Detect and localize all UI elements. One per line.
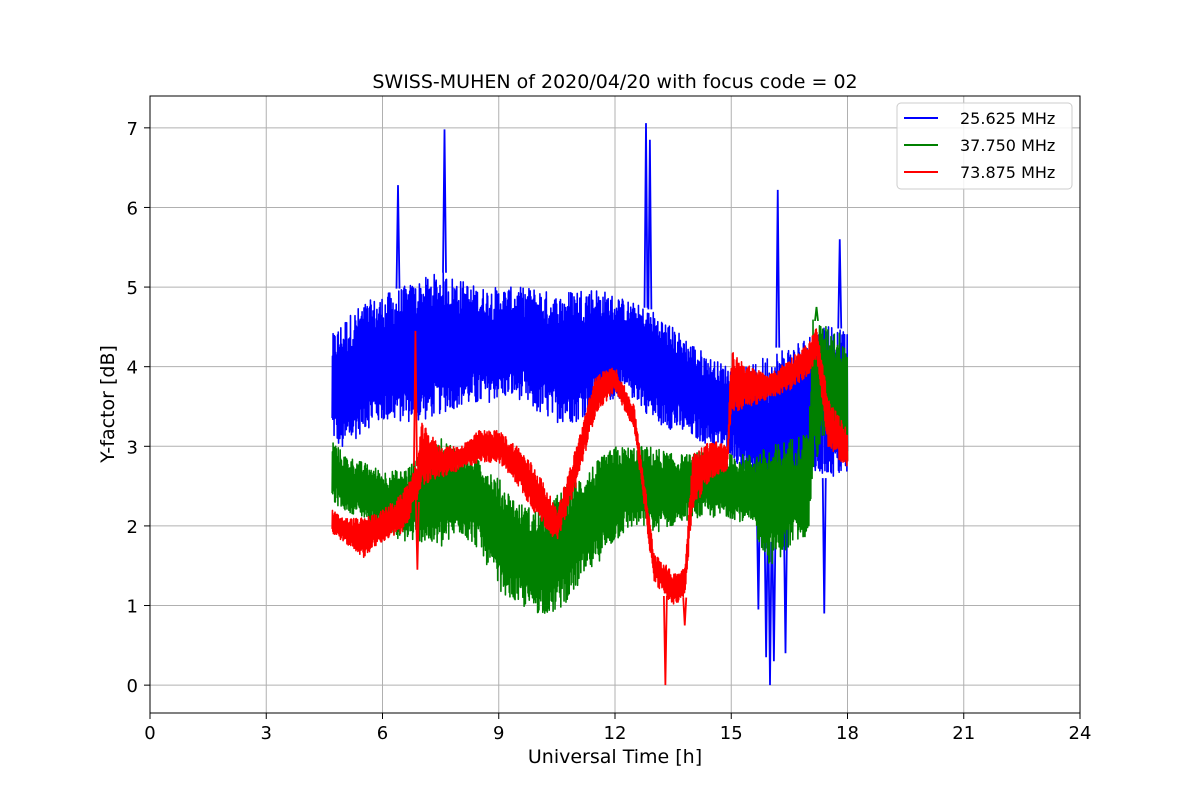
x-tick-label: 15 bbox=[720, 723, 743, 744]
legend-box bbox=[896, 102, 1073, 190]
series-peak bbox=[414, 502, 420, 570]
x-tick-label: 9 bbox=[493, 723, 504, 744]
y-tick-label: 7 bbox=[127, 119, 138, 140]
chart-title: SWISS-MUHEN of 2020/04/20 with focus cod… bbox=[372, 71, 857, 93]
series-peak bbox=[775, 189, 781, 348]
series-line bbox=[331, 272, 849, 534]
y-tick-label: 6 bbox=[127, 198, 138, 219]
series-peak bbox=[763, 530, 769, 658]
series-line bbox=[331, 328, 849, 605]
series-peak bbox=[662, 595, 668, 686]
y-tick-label: 1 bbox=[127, 597, 138, 618]
legend-label-series-3: 73.875 MHz bbox=[960, 163, 1055, 182]
legend-label-series-1: 25.625 MHz bbox=[960, 109, 1055, 128]
x-tick-label: 0 bbox=[144, 723, 155, 744]
y-tick-label: 3 bbox=[127, 437, 138, 458]
x-tick-label: 21 bbox=[952, 723, 975, 744]
series-peak bbox=[771, 538, 777, 662]
y-tick-label: 5 bbox=[127, 278, 138, 299]
plot-area bbox=[331, 123, 849, 686]
series-peak bbox=[442, 129, 447, 273]
series-peak bbox=[814, 306, 819, 322]
x-tick-label: 6 bbox=[377, 723, 388, 744]
series-peak bbox=[413, 330, 418, 467]
series-peak bbox=[783, 529, 788, 654]
x-axis-title: Universal Time [h] bbox=[528, 746, 702, 768]
y-tick-label: 2 bbox=[127, 517, 138, 538]
series-peak bbox=[767, 541, 773, 686]
series-peak bbox=[395, 185, 401, 289]
x-tick-label: 12 bbox=[604, 723, 627, 744]
y-axis-title: Y-factor [dB] bbox=[97, 345, 119, 464]
y-tick-label: 0 bbox=[127, 676, 138, 697]
series-peak bbox=[643, 123, 649, 308]
x-tick-label: 18 bbox=[836, 723, 859, 744]
legend-label-series-2: 37.750 MHz bbox=[960, 136, 1055, 155]
series-peak bbox=[821, 478, 827, 614]
series-peak bbox=[837, 239, 843, 329]
legend: 25.625 MHz 37.750 MHz 73.875 MHz bbox=[896, 102, 1073, 190]
x-tick-label: 24 bbox=[1069, 723, 1092, 744]
x-tick-label: 3 bbox=[261, 723, 272, 744]
series-peak bbox=[682, 597, 688, 626]
y-tick-label: 4 bbox=[127, 358, 138, 379]
series-layer bbox=[331, 123, 849, 686]
series-peak bbox=[647, 139, 653, 310]
